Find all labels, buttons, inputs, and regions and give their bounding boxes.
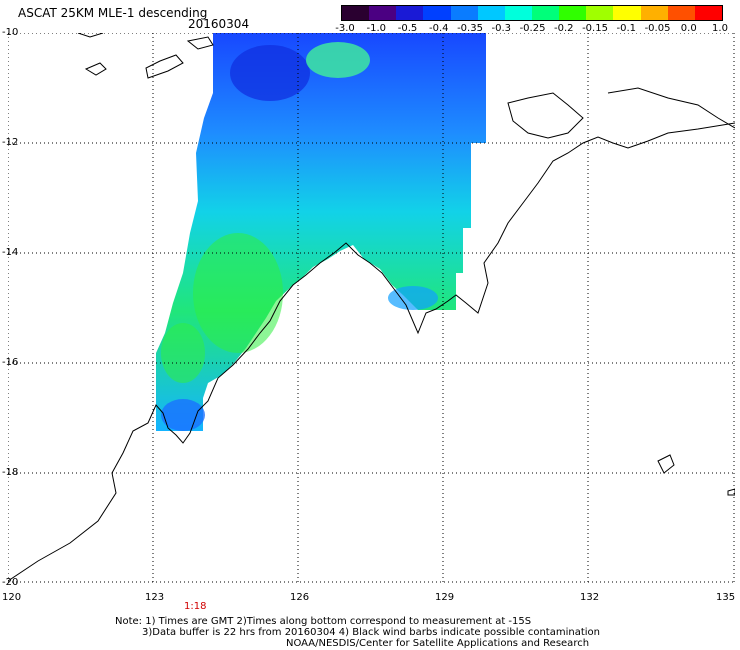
color-scale-segment [531, 6, 560, 20]
color-scale-segment [450, 6, 478, 20]
color-scale-segment [694, 6, 722, 20]
color-scale-tick-label: 1.0 [712, 23, 728, 34]
lat-label: -14 [2, 247, 19, 258]
color-scale-segment [396, 6, 424, 20]
color-scale-segment [504, 6, 532, 20]
product-date: 20160304 [188, 17, 250, 31]
color-scale-tick-label: -0.2 [553, 23, 574, 34]
color-scale-tick-label: -0.1 [616, 23, 637, 34]
color-scale-tick-label: -0.35 [457, 23, 483, 34]
color-scale-tick-label: -0.3 [491, 23, 512, 34]
color-scale-tick-label: -0.05 [644, 23, 671, 34]
color-scale-segment [586, 6, 614, 20]
color-scale-tick-label: -3.0 [335, 23, 355, 34]
lon-label: 135 [716, 592, 736, 603]
lat-label: -10 [2, 27, 19, 38]
color-scale-tick-label: -1.0 [366, 23, 387, 34]
color-scale-segment [613, 6, 641, 20]
lon-label: 120 [2, 592, 22, 603]
coastline [8, 33, 735, 582]
lon-label: 123 [145, 592, 165, 603]
color-scale-segment [667, 6, 695, 20]
color-scale-segment [477, 6, 505, 20]
color-scale-segment [559, 6, 587, 20]
color-scale-bar [341, 5, 723, 21]
wind-map [8, 33, 735, 583]
lon-label: 132 [580, 592, 600, 603]
product-title: ASCAT 25KM MLE-1 descending [18, 6, 208, 20]
color-scale-tick-label: -0.25 [519, 23, 546, 34]
lat-label: -12 [2, 137, 19, 148]
color-scale-segment [423, 6, 451, 20]
color-scale-tick-label: -0.15 [582, 23, 608, 34]
lon-label: 126 [290, 592, 310, 603]
color-scale-segment [369, 6, 397, 20]
scatterometer-swath [156, 33, 486, 431]
lon-label: 129 [435, 592, 455, 603]
note-line-3: NOAA/NESDIS/Center for Satellite Applica… [286, 638, 590, 649]
color-scale-segment [342, 6, 370, 20]
lat-label: -20 [2, 577, 19, 588]
lat-label: -18 [2, 467, 19, 478]
color-scale-tick-label: -0.4 [428, 23, 449, 34]
color-scale-tick-label: 0.0 [680, 23, 697, 34]
pass-time-label: 1:18 [184, 601, 207, 612]
lat-label: -16 [2, 357, 19, 368]
note-line-1: Note: 1) Times are GMT 2)Times along bot… [115, 616, 532, 627]
note-line-2: 3)Data buffer is 22 hrs from 20160304 4)… [142, 627, 600, 638]
color-scale-tick-label: -0.5 [397, 23, 418, 34]
color-scale-segment [640, 6, 668, 20]
